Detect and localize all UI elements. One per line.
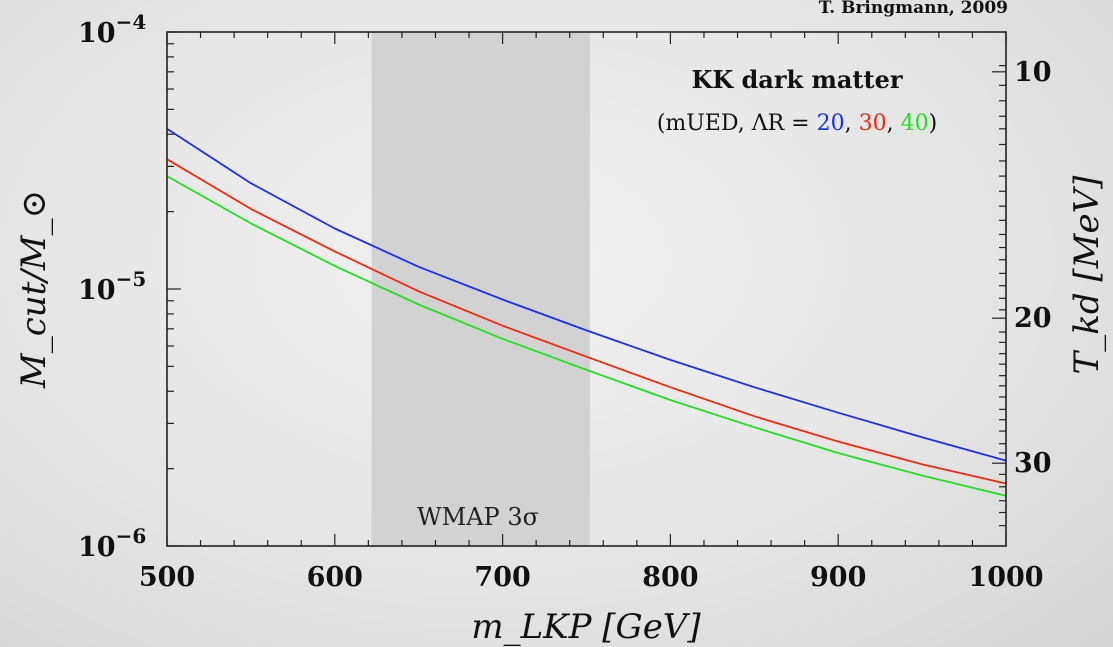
y2-axis-title: T_kd [MeV] bbox=[1067, 175, 1107, 375]
x-tick-label: 800 bbox=[642, 562, 698, 593]
y2-tick-label: 20 bbox=[1014, 303, 1052, 334]
series-line-40 bbox=[166, 175, 1007, 497]
band-label: WMAP 3σ bbox=[417, 503, 539, 531]
y-axis-title: M_cut/M_⊙ bbox=[14, 190, 54, 389]
wmap-band bbox=[371, 32, 590, 546]
credit-text: T. Bringmann, 2009 bbox=[819, 0, 1008, 18]
x-tick-label: 600 bbox=[307, 562, 363, 593]
y2-tick-label: 10 bbox=[1014, 57, 1052, 88]
y2-tick-label: 30 bbox=[1014, 448, 1052, 479]
x-tick-label: 900 bbox=[810, 562, 866, 593]
annotation-series-40: 40 bbox=[901, 111, 929, 136]
x-tick-label: 700 bbox=[474, 562, 530, 593]
x-tick-label: 1000 bbox=[968, 562, 1043, 593]
y-tick-label: 10−4 bbox=[78, 10, 146, 49]
series-line-30 bbox=[166, 158, 1007, 485]
annotation-title: KK dark matter bbox=[691, 65, 902, 94]
annotation-series-20: 20 bbox=[817, 111, 845, 136]
x-tick-label: 500 bbox=[139, 562, 195, 593]
y-tick-label: 10−6 bbox=[78, 524, 146, 563]
series-line-20 bbox=[166, 128, 1007, 462]
y-tick-label: 10−5 bbox=[78, 267, 146, 306]
annotation-series-line: (mUED, ΛR = 20, 30, 40) bbox=[657, 111, 937, 136]
annotation-series-30: 30 bbox=[859, 111, 887, 136]
x-axis-title: m_LKP [GeV] bbox=[471, 607, 701, 647]
